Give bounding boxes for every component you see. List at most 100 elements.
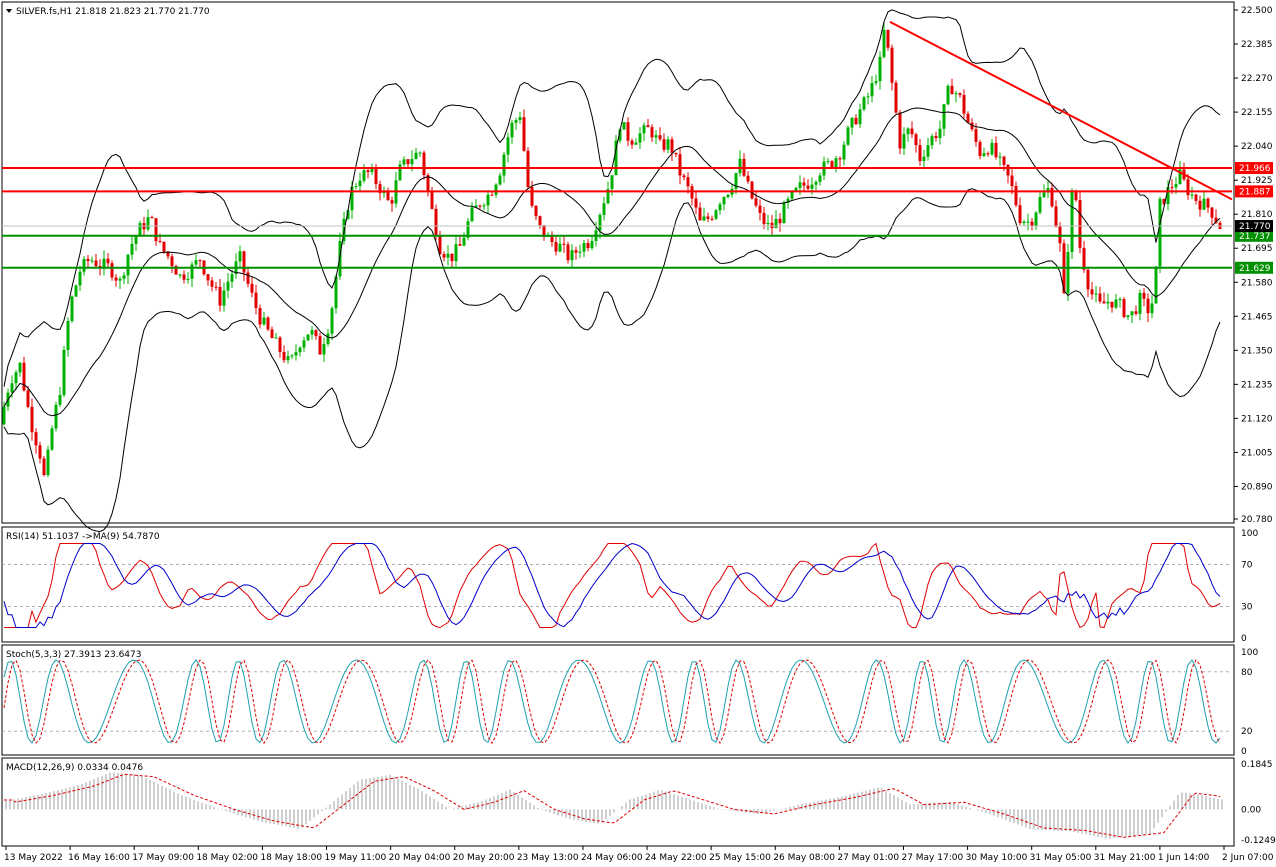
candle-body: [1154, 266, 1158, 304]
price-tick-label: 20.780: [1241, 515, 1273, 525]
candle-body: [1074, 191, 1078, 201]
candle-body: [290, 355, 294, 357]
candle-body: [194, 260, 198, 265]
candle-body: [818, 175, 822, 182]
candle-body: [354, 186, 358, 188]
candle-body: [314, 330, 318, 337]
candle-body: [398, 164, 402, 181]
candle-body: [250, 283, 254, 293]
candle-body: [1174, 183, 1178, 188]
stoch-pane[interactable]: [1, 644, 1235, 756]
candle-body: [850, 117, 854, 128]
candle-body: [1162, 198, 1166, 205]
candle-body: [14, 372, 18, 384]
candle-body: [330, 308, 334, 334]
candle-body: [174, 266, 178, 275]
candle-body: [454, 244, 458, 262]
candle-body: [746, 175, 750, 182]
candle-body: [182, 274, 186, 280]
candle-body: [310, 330, 314, 335]
candle-body: [186, 278, 190, 280]
candle-body: [622, 122, 626, 130]
candle-body: [150, 217, 154, 219]
candle-body: [282, 351, 286, 361]
candle-body: [714, 210, 718, 219]
candle-body: [602, 203, 606, 215]
candle-body: [774, 218, 778, 229]
candle-body: [90, 260, 94, 262]
candle-body: [858, 109, 862, 125]
candle-body: [318, 336, 322, 355]
candle-body: [1166, 187, 1170, 205]
candle-body: [1126, 315, 1130, 318]
oscillator-tick-label: 20: [1241, 727, 1253, 737]
candle-body: [854, 117, 858, 125]
candle-body: [146, 217, 150, 230]
time-tick-label: 18 May 02:00: [196, 853, 258, 863]
candle-body: [534, 205, 538, 217]
candle-body: [458, 244, 462, 246]
rsi-pane[interactable]: [1, 526, 1235, 643]
level-tag-label: 21.629: [1239, 264, 1271, 274]
candle-body: [554, 242, 558, 252]
price-tick-label: 21.580: [1241, 278, 1273, 288]
time-tick-label: 31 May 21:00: [1094, 853, 1156, 863]
candle-body: [22, 362, 26, 391]
candle-body: [798, 182, 802, 188]
candle-body: [1190, 194, 1194, 196]
price-tick-label: 21.005: [1241, 448, 1273, 458]
candle-body: [782, 202, 786, 224]
candle-body: [950, 85, 954, 95]
candle-body: [170, 256, 174, 267]
candle-body: [1090, 289, 1094, 295]
candle-body: [446, 253, 450, 258]
candle-body: [406, 159, 410, 165]
candle-body: [1078, 200, 1082, 248]
candle-body: [238, 251, 242, 262]
oscillator-tick-label: 0.1845: [1241, 760, 1273, 770]
candle-body: [134, 236, 138, 244]
candle-body: [662, 139, 666, 150]
candle-body: [362, 170, 366, 181]
price-tick-label: 21.465: [1241, 312, 1273, 322]
candle-body: [114, 277, 118, 281]
candle-body: [658, 135, 662, 140]
candle-body: [262, 317, 266, 325]
price-tick-label: 21.235: [1241, 380, 1273, 390]
candle-body: [78, 271, 82, 286]
candle-body: [210, 280, 214, 287]
candle-body: [278, 337, 282, 352]
candle-body: [190, 264, 194, 279]
main-pane[interactable]: [1, 1, 1235, 524]
candle-body: [946, 85, 950, 105]
candle-body: [978, 141, 982, 156]
candle-body: [846, 127, 850, 145]
candle-body: [334, 276, 338, 309]
candle-body: [126, 254, 130, 276]
macd-pane[interactable]: [1, 757, 1235, 847]
price-tick-label: 20.890: [1241, 482, 1273, 492]
candle-body: [922, 156, 926, 162]
candle-body: [954, 93, 958, 95]
candle-body: [46, 449, 50, 476]
candle-body: [486, 194, 490, 206]
candle-body: [58, 395, 62, 405]
candle-body: [450, 253, 454, 262]
candle-body: [650, 127, 654, 138]
candle-body: [674, 152, 678, 155]
candle-body: [154, 218, 158, 242]
candle-body: [118, 278, 122, 281]
candle-body: [198, 260, 202, 262]
candle-body: [222, 290, 226, 306]
candle-body: [1214, 217, 1218, 223]
collapse-triangle-icon[interactable]: [6, 9, 12, 13]
oscillator-tick-label: 0.00: [1241, 805, 1261, 815]
level-tag-label: 21.966: [1239, 164, 1271, 174]
candle-body: [878, 56, 882, 82]
price-tick-label: 22.500: [1241, 6, 1273, 16]
candle-body: [414, 152, 418, 160]
level-tag-resistance: [1235, 162, 1273, 175]
time-tick-label: 26 May 08:00: [773, 853, 835, 863]
candle-body: [590, 240, 594, 249]
